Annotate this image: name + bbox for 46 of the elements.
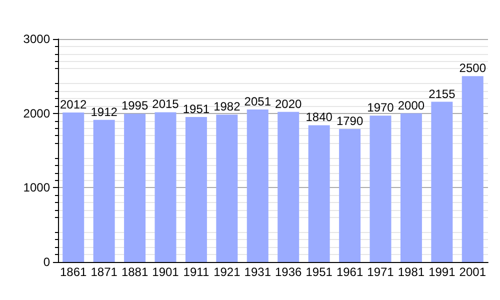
bar <box>154 112 176 262</box>
y-tick-label: 0 <box>43 255 50 269</box>
bar <box>462 76 484 262</box>
x-tick-label: 1981 <box>398 265 425 279</box>
data-label: 2000 <box>398 98 425 112</box>
x-tick-label: 1911 <box>183 265 210 279</box>
x-tick-label: 1991 <box>428 265 456 279</box>
data-label: 1995 <box>121 98 148 113</box>
x-tick-label: 1971 <box>367 265 394 279</box>
bar <box>124 114 146 262</box>
data-label: 2051 <box>244 94 272 109</box>
x-tick-label: 1921 <box>214 265 241 279</box>
data-label: 1840 <box>306 110 333 124</box>
bar <box>339 128 361 262</box>
bar <box>246 110 268 262</box>
bar <box>431 102 453 262</box>
x-tick-label: 2001 <box>459 265 486 279</box>
x-tick-label: 1901 <box>152 265 180 279</box>
data-label: 2500 <box>459 61 486 76</box>
bar <box>370 116 392 262</box>
x-tick-label: 1861 <box>60 265 88 279</box>
data-label: 1790 <box>336 114 364 128</box>
data-label: 1951 <box>182 102 210 116</box>
bar <box>278 112 300 262</box>
bar <box>400 113 422 262</box>
y-tick-label: 1000 <box>23 180 50 195</box>
data-label: 2015 <box>152 97 180 112</box>
data-label: 2020 <box>275 96 302 111</box>
bar <box>185 116 207 262</box>
data-label: 1970 <box>367 100 394 115</box>
x-tick-label: 1931 <box>244 265 272 279</box>
x-tick-label: 1951 <box>306 265 333 279</box>
bar <box>62 112 84 262</box>
bar <box>93 120 115 262</box>
bar <box>308 125 330 262</box>
x-tick-label: 1936 <box>275 265 302 279</box>
x-tick-label: 1961 <box>336 265 364 279</box>
bar <box>216 114 238 262</box>
x-tick-label: 1871 <box>90 265 118 279</box>
data-label: 1982 <box>214 100 241 114</box>
x-tick-label: 1881 <box>121 265 148 279</box>
y-tick-label: 3000 <box>23 32 50 46</box>
data-label: 2012 <box>60 97 88 112</box>
y-tick-label: 2000 <box>23 106 50 120</box>
data-label: 1912 <box>90 104 118 119</box>
data-label: 2155 <box>428 86 456 101</box>
